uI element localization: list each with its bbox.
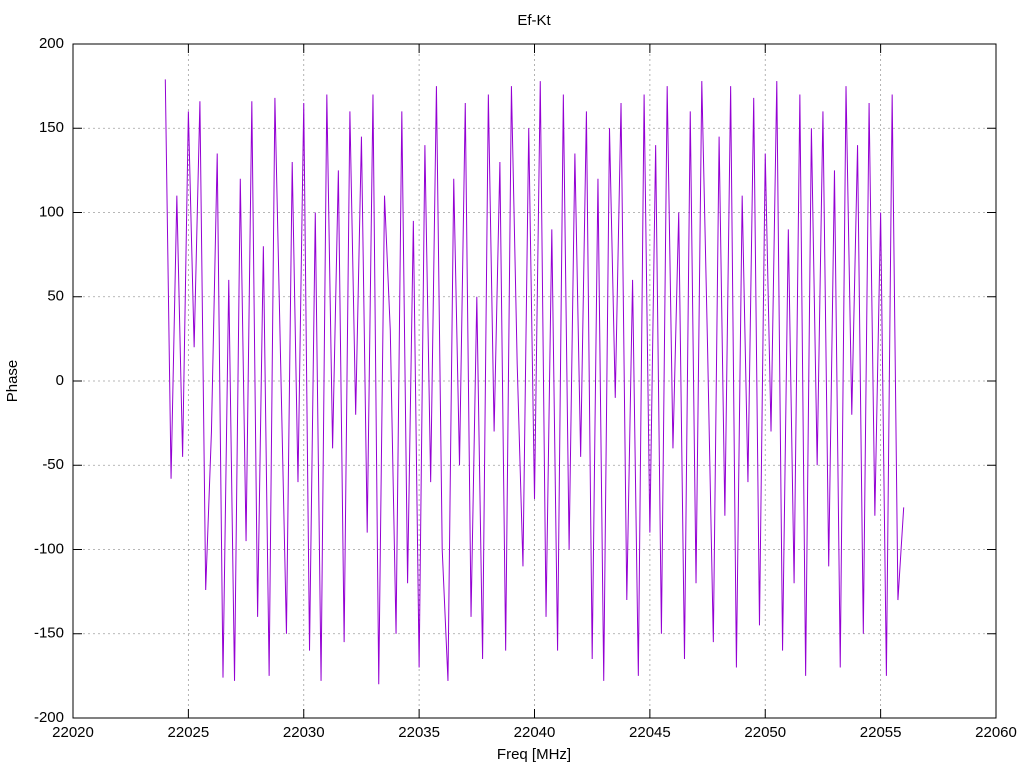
x-tick-label: 22030	[283, 724, 325, 741]
x-tick-label: 22020	[52, 724, 94, 741]
y-tick-label: 150	[39, 119, 64, 136]
x-tick-label: 22045	[629, 724, 671, 741]
y-axis-label: Phase	[4, 360, 21, 403]
x-tick-label: 22025	[168, 724, 210, 741]
data-line	[164, 79, 905, 685]
y-tick-label: 50	[47, 288, 64, 305]
chart-title: Ef-Kt	[517, 12, 551, 29]
y-tick-label: -100	[34, 540, 64, 557]
y-tick-label: -150	[34, 625, 64, 642]
y-tick-label: -50	[42, 456, 64, 473]
x-tick-label: 22055	[860, 724, 902, 741]
plot-border	[72, 43, 997, 719]
x-tick-label: 22050	[744, 724, 786, 741]
y-tick-label: 0	[56, 372, 64, 389]
x-tick-label: 22060	[975, 724, 1017, 741]
y-tick-label: 100	[39, 203, 64, 220]
x-tick-label: 22040	[514, 724, 556, 741]
x-axis-label: Freq [MHz]	[497, 746, 571, 763]
y-tick-label: 200	[39, 35, 64, 52]
y-tick-label: -200	[34, 709, 64, 726]
x-tick-label: 22035	[398, 724, 440, 741]
